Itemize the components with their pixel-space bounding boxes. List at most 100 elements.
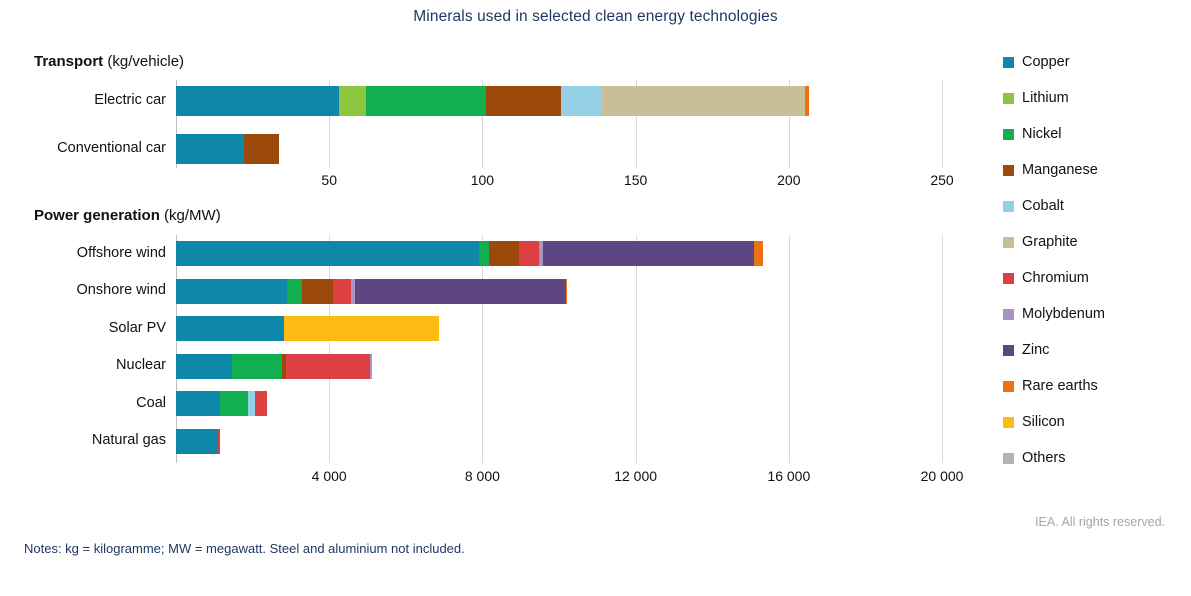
legend-item[interactable]: Cobalt <box>1003 188 1188 224</box>
bar-segment[interactable] <box>369 353 373 379</box>
bar-segment[interactable] <box>176 428 219 454</box>
axis-tick-label: 8 000 <box>464 468 500 484</box>
bar-segment[interactable] <box>486 86 562 116</box>
legend-swatch-icon <box>1003 92 1014 104</box>
bar-segment[interactable] <box>287 278 303 304</box>
bar-segment[interactable] <box>176 134 245 164</box>
power-gridlines <box>176 235 988 463</box>
stacked-bar[interactable] <box>176 241 763 266</box>
bar-segment[interactable] <box>282 353 286 379</box>
bar-row[interactable] <box>176 316 988 341</box>
bar-segment[interactable] <box>565 278 567 304</box>
legend-label: Nickel <box>1022 126 1062 142</box>
bar-segment[interactable] <box>176 86 339 116</box>
axis-tick-label: 50 <box>321 172 337 188</box>
legend-swatch-icon <box>1003 344 1014 356</box>
legend-label: Graphite <box>1022 234 1078 250</box>
bar-segment[interactable] <box>479 241 489 266</box>
bar-segment[interactable] <box>339 86 367 116</box>
category-label: Offshore wind <box>76 244 166 261</box>
legend-swatch-icon <box>1003 308 1014 320</box>
transport-heading-bold: Transport <box>34 53 104 70</box>
axis-tick-label: 150 <box>623 172 648 188</box>
axis-tick-label: 4 000 <box>311 468 347 484</box>
legend-label: Zinc <box>1022 342 1050 358</box>
gridline <box>942 80 944 168</box>
bar-segment[interactable] <box>561 86 602 116</box>
bar-segment[interactable] <box>176 316 284 341</box>
axis-tick-label: 16 000 <box>767 468 811 484</box>
bar-row[interactable] <box>176 134 988 164</box>
legend-item[interactable]: Nickel <box>1003 116 1188 152</box>
bar-segment[interactable] <box>218 428 221 454</box>
gridline <box>635 80 637 168</box>
bar-segment[interactable] <box>366 86 487 116</box>
axis-line <box>176 80 177 168</box>
legend-item[interactable]: Manganese <box>1003 152 1188 188</box>
axis-line <box>176 235 177 463</box>
stacked-bar[interactable] <box>176 86 809 116</box>
bar-segment[interactable] <box>302 278 334 304</box>
notes-text: Notes: kg = kilogramme; MW = megawatt. S… <box>24 541 465 556</box>
bar-segment[interactable] <box>176 241 480 266</box>
gridline <box>329 235 331 463</box>
legend-swatch-icon <box>1003 452 1014 464</box>
stacked-bar[interactable] <box>176 278 567 304</box>
legend-label: Molybdenum <box>1022 306 1106 322</box>
chart-legend: Copper Lithium Nickel Manganese Cobalt Graphi… <box>1003 44 1188 476</box>
stacked-bar[interactable] <box>176 428 221 454</box>
bar-segment[interactable] <box>753 241 763 266</box>
bar-segment[interactable] <box>805 86 809 116</box>
bar-segment[interactable] <box>488 241 519 266</box>
legend-item[interactable]: Copper <box>1003 44 1188 80</box>
legend-swatch-icon <box>1003 272 1014 284</box>
legend-item[interactable]: Molybdenum <box>1003 296 1188 332</box>
bar-segment[interactable] <box>244 134 279 164</box>
axis-tick-label: 12 000 <box>614 468 658 484</box>
power-heading: Power generation (kg/MW) <box>34 207 221 224</box>
bar-segment[interactable] <box>176 278 288 304</box>
legend-item[interactable]: Chromium <box>1003 260 1188 296</box>
bar-segment[interactable] <box>176 391 221 416</box>
bar-row[interactable] <box>176 391 988 416</box>
legend-item[interactable]: Rare earths <box>1003 368 1188 404</box>
power-plot <box>176 235 988 463</box>
legend-item[interactable]: Others <box>1003 440 1188 476</box>
bar-segment[interactable] <box>254 391 268 416</box>
bar-segment[interactable] <box>285 353 370 379</box>
bar-segment[interactable] <box>601 86 806 116</box>
bar-segment[interactable] <box>354 278 566 304</box>
bar-segment[interactable] <box>518 241 539 266</box>
bar-row[interactable] <box>176 353 988 379</box>
stacked-bar[interactable] <box>176 134 279 164</box>
bar-row[interactable] <box>176 428 988 454</box>
bar-row[interactable] <box>176 278 988 304</box>
bar-segment[interactable] <box>543 241 754 266</box>
legend-item[interactable]: Graphite <box>1003 224 1188 260</box>
bar-segment[interactable] <box>176 353 233 379</box>
stacked-bar[interactable] <box>176 391 268 416</box>
transport-heading-unit: (kg/vehicle) <box>107 53 185 70</box>
legend-item[interactable]: Silicon <box>1003 404 1188 440</box>
bar-segment[interactable] <box>284 316 439 341</box>
bar-segment[interactable] <box>351 278 355 304</box>
bar-row[interactable] <box>176 86 988 116</box>
category-label: Nuclear <box>116 357 166 373</box>
bar-segment[interactable] <box>220 391 248 416</box>
bar-segment[interactable] <box>538 241 544 266</box>
stacked-bar[interactable] <box>176 353 373 379</box>
legend-item[interactable]: Lithium <box>1003 80 1188 116</box>
transport-plot <box>176 80 988 168</box>
bar-segment[interactable] <box>232 353 283 379</box>
gridline <box>482 235 484 463</box>
bar-segment[interactable] <box>333 278 352 304</box>
legend-label: Lithium <box>1022 90 1069 106</box>
bar-segment[interactable] <box>247 391 255 416</box>
stacked-bar[interactable] <box>176 316 439 341</box>
legend-item[interactable]: Zinc <box>1003 332 1188 368</box>
legend-label: Silicon <box>1022 414 1065 430</box>
gridline <box>482 80 484 168</box>
gridline <box>788 80 790 168</box>
bar-row[interactable] <box>176 241 988 266</box>
